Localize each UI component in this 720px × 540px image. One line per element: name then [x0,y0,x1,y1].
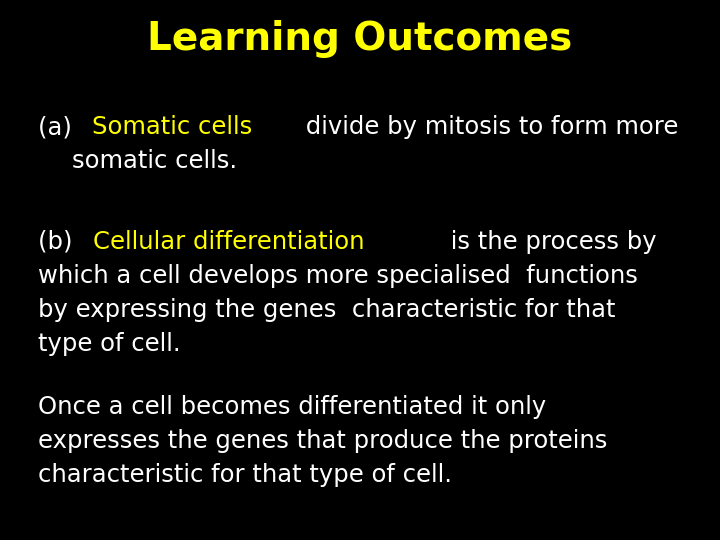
Text: is the process by: is the process by [443,230,657,254]
Text: Somatic cells: Somatic cells [91,115,252,139]
Text: type of cell.: type of cell. [38,332,181,356]
Text: (a): (a) [38,115,80,139]
Text: expresses the genes that produce the proteins: expresses the genes that produce the pro… [38,429,608,453]
Text: which a cell develops more specialised  functions: which a cell develops more specialised f… [38,264,638,288]
Text: by expressing the genes  characteristic for that: by expressing the genes characteristic f… [38,298,616,322]
Text: Learning Outcomes: Learning Outcomes [148,20,572,58]
Text: somatic cells.: somatic cells. [72,149,237,173]
Text: divide by mitosis to form more: divide by mitosis to form more [299,115,679,139]
Text: characteristic for that type of cell.: characteristic for that type of cell. [38,463,452,487]
Text: Once a cell becomes differentiated it only: Once a cell becomes differentiated it on… [38,395,546,419]
Text: Cellular differentiation: Cellular differentiation [92,230,364,254]
Text: (b): (b) [38,230,80,254]
